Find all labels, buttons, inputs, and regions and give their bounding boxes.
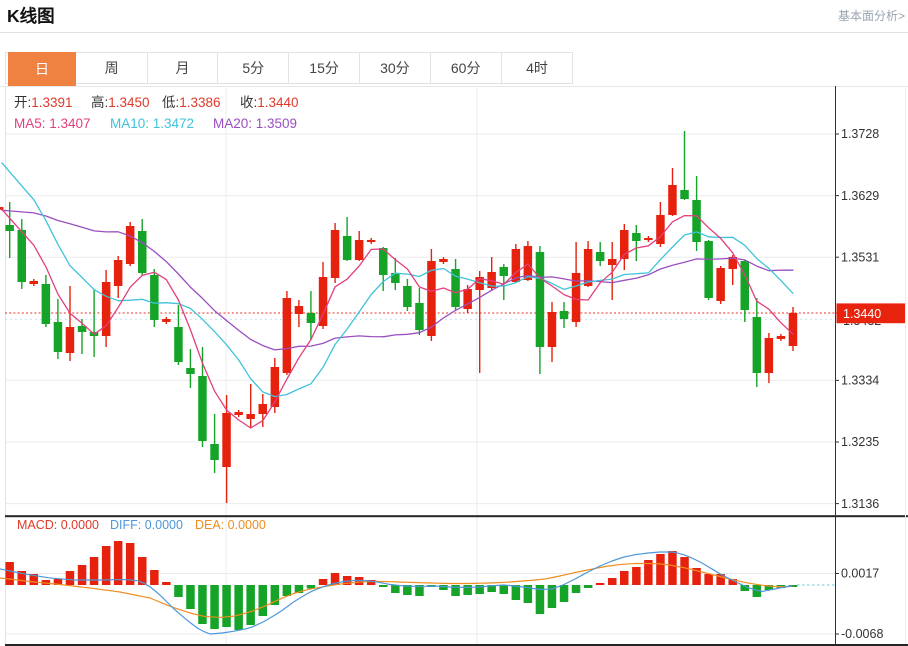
svg-text:1.3629: 1.3629 — [841, 189, 879, 203]
svg-text:1.3136: 1.3136 — [841, 497, 879, 511]
svg-text:-0.0068: -0.0068 — [841, 627, 883, 641]
svg-text:1.3440: 1.3440 — [843, 307, 881, 321]
svg-text:1.3334: 1.3334 — [841, 374, 879, 388]
svg-text:1.3531: 1.3531 — [841, 250, 879, 264]
svg-text:1.3728: 1.3728 — [841, 127, 879, 141]
svg-text:1.3235: 1.3235 — [841, 435, 879, 449]
svg-text:0.0017: 0.0017 — [841, 567, 879, 581]
